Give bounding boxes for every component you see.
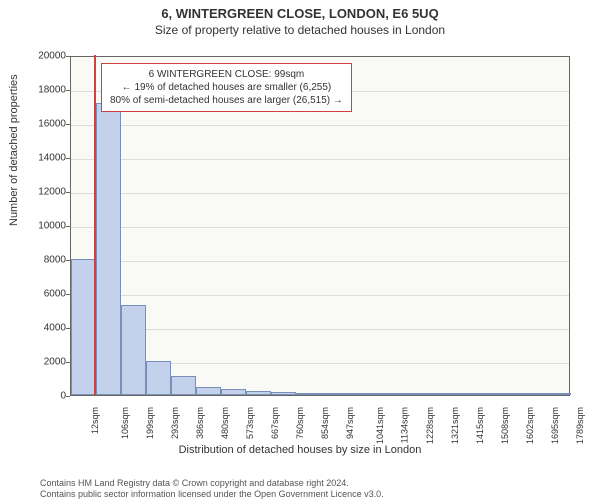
gridline <box>71 261 569 262</box>
callout-line: ← 19% of detached houses are smaller (6,… <box>110 81 343 94</box>
x-tick-label: 947sqm <box>345 407 355 439</box>
footer-line1: Contains HM Land Registry data © Crown c… <box>40 478 384 489</box>
x-tick-label: 199sqm <box>145 407 155 439</box>
histogram-bar <box>371 393 396 395</box>
x-tick-label: 1508sqm <box>500 407 510 444</box>
x-tick-label: 106sqm <box>120 407 130 439</box>
y-tick-label: 18000 <box>26 85 66 96</box>
callout-line: 80% of semi-detached houses are larger (… <box>110 94 343 107</box>
histogram-bar <box>221 389 246 395</box>
histogram-bar <box>296 393 321 395</box>
marker-line <box>94 55 96 395</box>
x-tick-label: 1321sqm <box>450 407 460 444</box>
histogram-bar <box>446 393 471 395</box>
chart-container: 6, WINTERGREEN CLOSE, LONDON, E6 5UQ Siz… <box>0 6 600 500</box>
histogram-bar <box>346 393 371 395</box>
x-tick-label: 1228sqm <box>425 407 435 444</box>
gridline <box>71 295 569 296</box>
x-tick-label: 573sqm <box>245 407 255 439</box>
histogram-bar <box>171 376 196 395</box>
gridline <box>71 227 569 228</box>
histogram-bar <box>521 393 546 395</box>
gridline <box>71 193 569 194</box>
histogram-bar <box>396 393 421 395</box>
x-tick-label: 480sqm <box>220 407 230 439</box>
chart-title: 6, WINTERGREEN CLOSE, LONDON, E6 5UQ <box>0 6 600 21</box>
y-tick-label: 10000 <box>26 221 66 232</box>
y-tick-mark <box>66 396 70 397</box>
y-tick-label: 6000 <box>26 289 66 300</box>
histogram-bar <box>321 393 346 395</box>
x-tick-label: 12sqm <box>90 407 100 434</box>
x-tick-label: 1695sqm <box>550 407 560 444</box>
x-tick-label: 667sqm <box>270 407 280 439</box>
histogram-bar <box>121 305 146 395</box>
y-tick-label: 12000 <box>26 187 66 198</box>
x-axis-label: Distribution of detached houses by size … <box>0 444 600 456</box>
histogram-bar <box>196 387 221 396</box>
histogram-bar <box>246 391 271 395</box>
gridline <box>71 125 569 126</box>
y-tick-label: 16000 <box>26 119 66 130</box>
histogram-bar <box>146 361 171 395</box>
callout-line: 6 WINTERGREEN CLOSE: 99sqm <box>110 68 343 81</box>
x-tick-label: 1041sqm <box>375 407 385 444</box>
x-tick-label: 1789sqm <box>575 407 585 444</box>
x-tick-label: 386sqm <box>195 407 205 439</box>
x-tick-label: 1134sqm <box>399 407 409 443</box>
x-tick-label: 854sqm <box>320 407 330 439</box>
histogram-bar <box>496 393 521 395</box>
x-tick-label: 293sqm <box>170 407 180 439</box>
x-tick-label: 1415sqm <box>475 407 485 444</box>
y-tick-label: 4000 <box>26 323 66 334</box>
x-tick-label: 1602sqm <box>525 407 535 444</box>
y-tick-label: 0 <box>26 391 66 402</box>
y-tick-label: 2000 <box>26 357 66 368</box>
histogram-bar <box>471 393 496 395</box>
gridline <box>71 159 569 160</box>
histogram-bar <box>271 392 296 395</box>
chart-subtitle: Size of property relative to detached ho… <box>0 23 600 37</box>
footer-text: Contains HM Land Registry data © Crown c… <box>40 478 384 500</box>
footer-line2: Contains public sector information licen… <box>40 489 384 500</box>
y-tick-label: 14000 <box>26 153 66 164</box>
histogram-bar <box>421 393 446 395</box>
y-axis-label: Number of detached properties <box>8 74 20 226</box>
plot-area: 6 WINTERGREEN CLOSE: 99sqm← 19% of detac… <box>70 56 570 396</box>
x-tick-label: 760sqm <box>295 407 305 439</box>
y-tick-label: 20000 <box>26 51 66 62</box>
histogram-bar <box>546 393 571 395</box>
histogram-bar <box>96 103 121 395</box>
marker-callout: 6 WINTERGREEN CLOSE: 99sqm← 19% of detac… <box>101 63 352 112</box>
y-tick-label: 8000 <box>26 255 66 266</box>
histogram-bar <box>71 259 96 395</box>
